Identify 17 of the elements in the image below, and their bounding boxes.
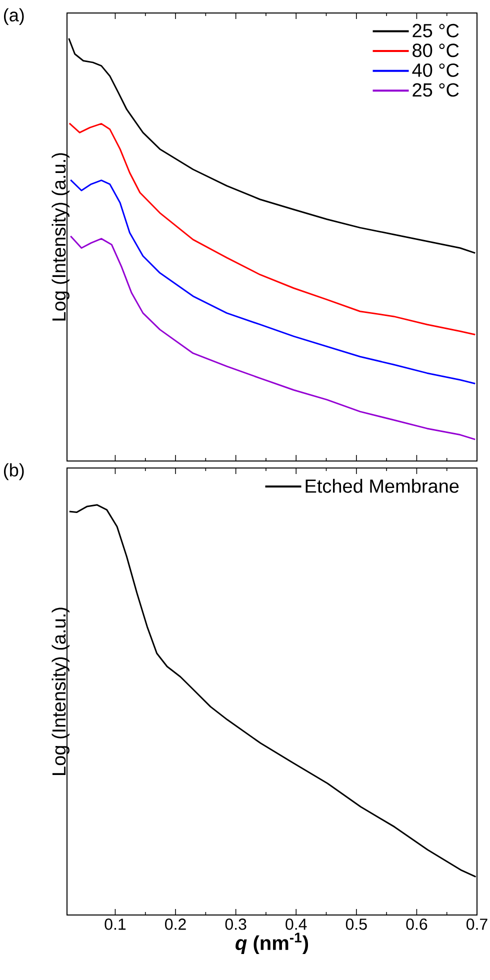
x-tick-label: 0.1: [104, 918, 126, 930]
y-axis-title: Log (Intensity) (a.u.): [52, 608, 70, 775]
chart-title: (a): [4, 8, 24, 26]
x-tick-label: 0.7: [466, 918, 488, 930]
legend-label: 80 °C: [412, 44, 459, 58]
legend-label: Etched Membrane: [306, 478, 459, 493]
chart-title: (b): [4, 463, 24, 480]
x-axis-title: q (nm$^{-1}$): [236, 932, 308, 954]
legend-label: 25 °C: [412, 83, 459, 97]
x-tick-label: 0.2: [165, 918, 186, 930]
x-tick-label: 0.3: [225, 918, 246, 930]
legend-label: 40 °C: [412, 63, 459, 77]
x-tick-label: 0.4: [286, 918, 307, 930]
x-tick-label: 0.6: [406, 918, 428, 930]
y-axis-title: Log (Intensity) (a.u.): [52, 153, 70, 320]
x-tick-label: 0.5: [346, 918, 367, 930]
legend-label: 25 °C: [412, 24, 459, 38]
